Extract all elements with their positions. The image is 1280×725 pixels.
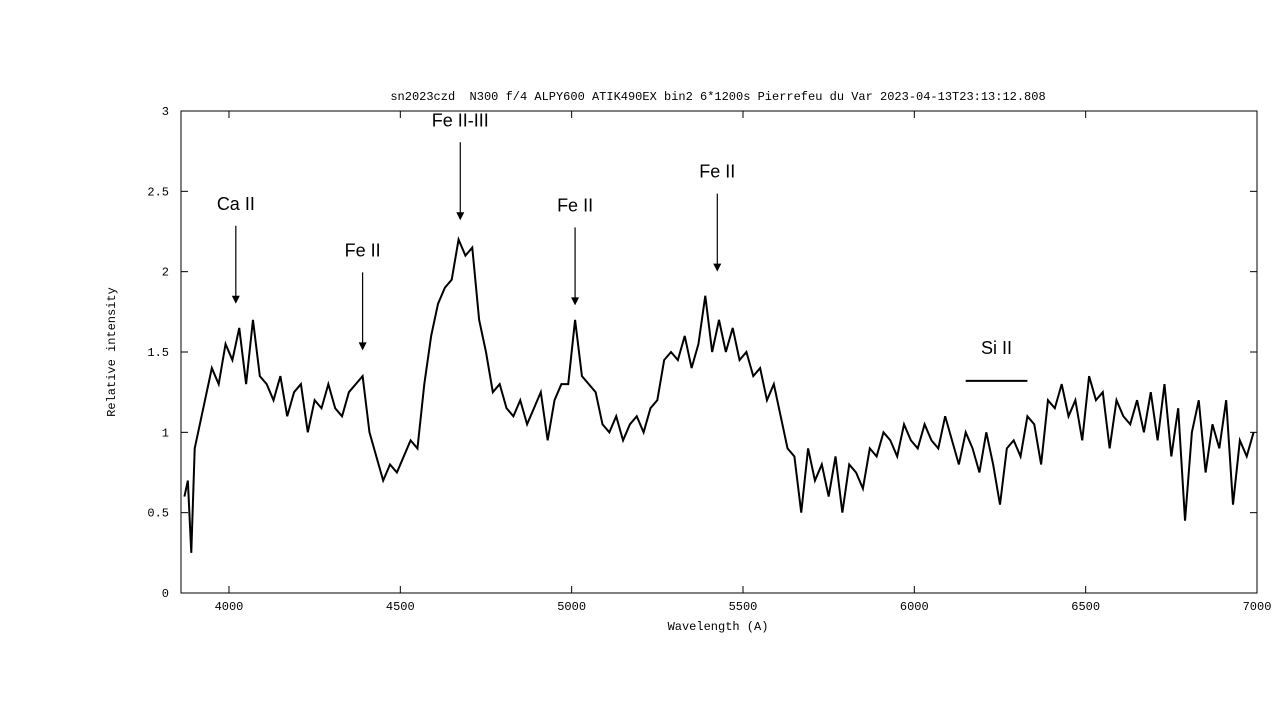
x-tick-label: 4000 <box>215 600 244 614</box>
y-tick-label: 1 <box>162 426 169 440</box>
arrow-head <box>231 295 240 304</box>
x-tick-label: 6500 <box>1071 600 1100 614</box>
x-axis-label: Wavelength (A) <box>668 620 769 634</box>
spectrum-line <box>183 236 1255 553</box>
annotation-label: Si II <box>981 338 1012 358</box>
x-tick-label: 7000 <box>1243 600 1272 614</box>
y-axis-label: Relative intensity <box>105 287 119 417</box>
x-tick-label: 6000 <box>900 600 929 614</box>
y-tick-label: 2.5 <box>147 185 169 199</box>
x-tick-label: 5500 <box>729 600 758 614</box>
annotation-label: Fe II-III <box>432 110 489 130</box>
annotation-label: Fe II <box>345 240 381 260</box>
x-tick-label: 5000 <box>557 600 586 614</box>
annotation-label: Ca II <box>217 194 255 214</box>
y-tick-label: 2 <box>162 266 169 280</box>
y-tick-label: 3 <box>162 105 169 119</box>
arrow-head <box>713 263 722 272</box>
arrow-head <box>571 297 580 306</box>
annotation-label: Fe II <box>699 162 735 182</box>
y-tick-label: 0 <box>162 587 169 601</box>
y-tick-label: 1.5 <box>147 346 169 360</box>
y-tick-label: 0.5 <box>147 507 169 521</box>
annotation-label: Fe II <box>557 195 593 215</box>
plot-frame <box>180 110 1258 594</box>
arrow-head <box>456 212 465 221</box>
x-tick-label: 4500 <box>386 600 415 614</box>
chart-title: sn2023czd N300 f/4 ALPY600 ATIK490EX bin… <box>390 90 1045 104</box>
arrow-head <box>358 342 367 351</box>
